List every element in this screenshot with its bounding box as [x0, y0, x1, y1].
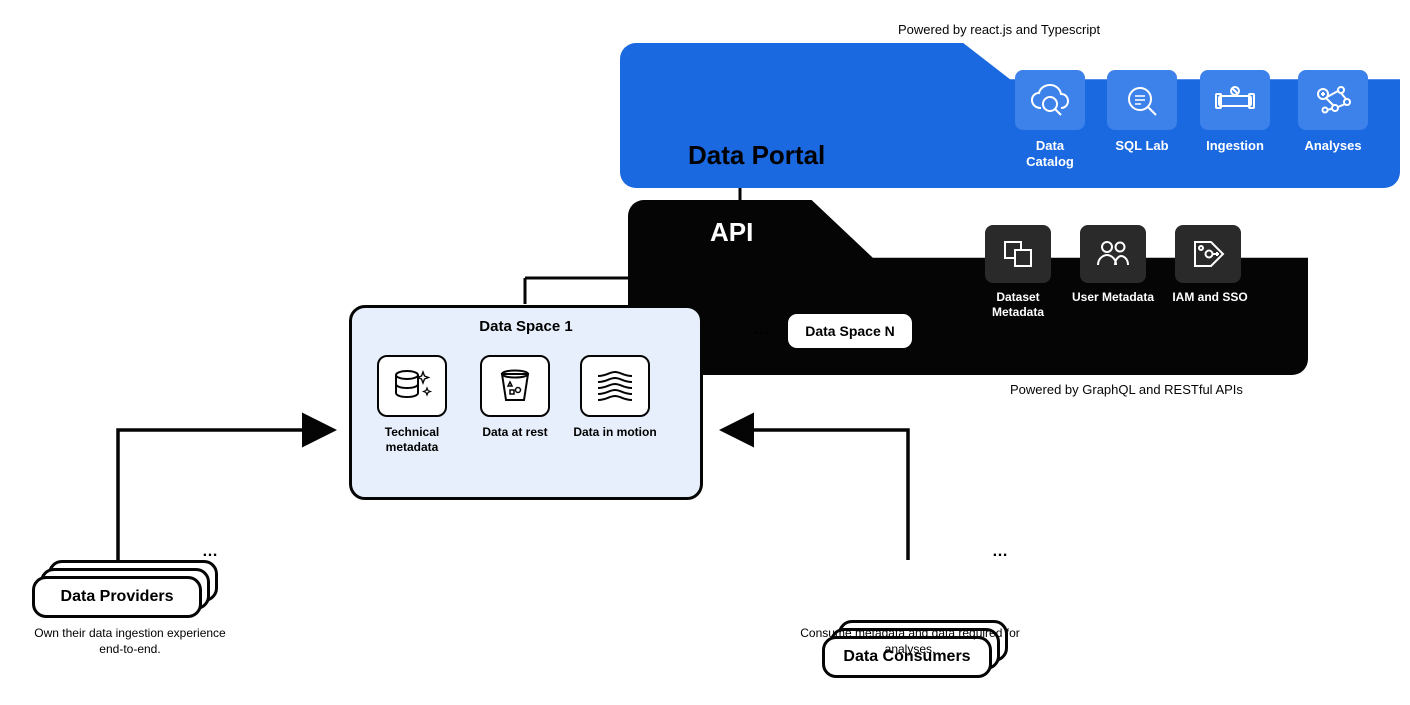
- data-space-n: Data Space N: [785, 311, 915, 351]
- stream-icon: [593, 366, 637, 406]
- space-tile-label: Technical metadata: [367, 425, 457, 455]
- data-providers-stack: Data Providers: [32, 560, 212, 620]
- db-sparkle-icon: [390, 366, 434, 406]
- providers-ellipsis: …: [202, 543, 218, 561]
- data-providers-label: Data Providers: [61, 588, 174, 606]
- space-tile-label: Data at rest: [470, 425, 560, 440]
- space-tile-data-rest: [480, 355, 550, 417]
- data-providers-desc: Own their data ingestion experience end-…: [30, 625, 230, 657]
- dataspace-ellipsis: …: [753, 321, 769, 339]
- data-consumers-desc: Consume metadata and data required for a…: [800, 625, 1020, 657]
- data-space-n-label: Data Space N: [805, 323, 894, 339]
- bucket-icon: [494, 366, 536, 406]
- space-tile-label: Data in motion: [565, 425, 665, 440]
- data-space-main-title: Data Space 1: [349, 318, 703, 335]
- space-tile-tech-meta: [377, 355, 447, 417]
- space-tile-data-motion: [580, 355, 650, 417]
- consumers-ellipsis: …: [992, 543, 1008, 561]
